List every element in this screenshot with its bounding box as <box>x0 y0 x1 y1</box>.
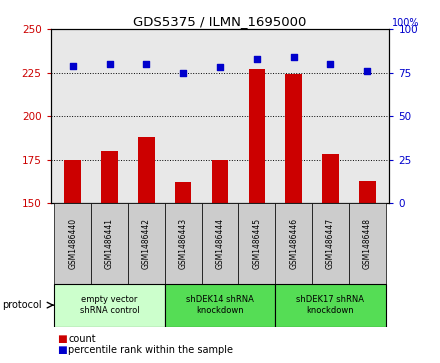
Bar <box>212 160 228 203</box>
Bar <box>165 284 275 327</box>
Bar <box>349 203 386 284</box>
Text: GSM1486440: GSM1486440 <box>68 218 77 269</box>
Bar <box>275 203 312 284</box>
Point <box>364 68 371 74</box>
Text: GSM1486443: GSM1486443 <box>179 218 188 269</box>
Bar <box>54 284 165 327</box>
Bar <box>249 69 265 203</box>
Bar <box>312 203 349 284</box>
Bar <box>54 203 91 284</box>
Text: protocol: protocol <box>2 300 42 310</box>
Bar <box>359 181 376 203</box>
Text: GSM1486447: GSM1486447 <box>326 218 335 269</box>
Bar <box>202 203 238 284</box>
Text: GSM1486441: GSM1486441 <box>105 218 114 269</box>
Text: shDEK14 shRNA
knockdown: shDEK14 shRNA knockdown <box>186 295 254 315</box>
Text: ■: ■ <box>57 345 67 355</box>
Point <box>106 61 113 67</box>
Bar <box>165 203 202 284</box>
Text: GSM1486448: GSM1486448 <box>363 218 372 269</box>
Point <box>216 65 224 70</box>
Text: GSM1486444: GSM1486444 <box>216 218 224 269</box>
Text: ■: ■ <box>57 334 67 344</box>
Point <box>290 54 297 60</box>
Bar <box>238 203 275 284</box>
Text: 100%: 100% <box>392 18 420 28</box>
Text: GSM1486442: GSM1486442 <box>142 218 151 269</box>
Bar <box>175 182 191 203</box>
Point <box>143 61 150 67</box>
Bar <box>128 203 165 284</box>
Text: shDEK17 shRNA
knockdown: shDEK17 shRNA knockdown <box>297 295 364 315</box>
Text: count: count <box>68 334 96 344</box>
Text: percentile rank within the sample: percentile rank within the sample <box>68 345 233 355</box>
Bar <box>91 203 128 284</box>
Bar <box>275 284 386 327</box>
Bar <box>322 155 339 203</box>
Bar <box>64 160 81 203</box>
Text: GSM1486445: GSM1486445 <box>252 218 261 269</box>
Text: empty vector
shRNA control: empty vector shRNA control <box>80 295 139 315</box>
Bar <box>101 151 118 203</box>
Text: GSM1486446: GSM1486446 <box>289 218 298 269</box>
Bar <box>286 74 302 203</box>
Point <box>253 56 260 62</box>
Point <box>180 70 187 76</box>
Point <box>327 61 334 67</box>
Title: GDS5375 / ILMN_1695000: GDS5375 / ILMN_1695000 <box>133 15 307 28</box>
Point <box>69 63 76 69</box>
Bar <box>138 137 154 203</box>
